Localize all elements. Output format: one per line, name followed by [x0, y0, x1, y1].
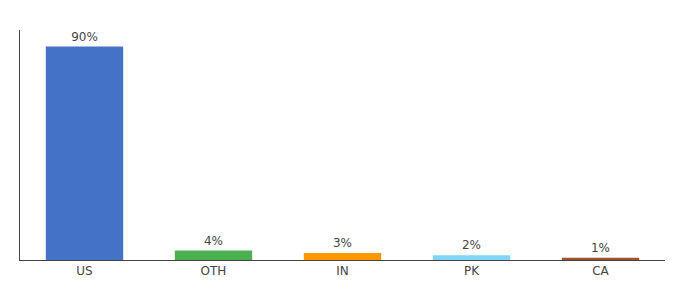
svg-text:90%: 90%	[71, 30, 98, 44]
svg-text:PK: PK	[464, 264, 480, 278]
svg-text:4%: 4%	[204, 234, 223, 248]
svg-text:IN: IN	[336, 264, 349, 278]
svg-text:CA: CA	[592, 264, 609, 278]
svg-text:OTH: OTH	[201, 264, 227, 278]
svg-text:US: US	[76, 264, 92, 278]
svg-text:2%: 2%	[462, 238, 481, 252]
svg-text:1%: 1%	[591, 241, 610, 255]
svg-text:3%: 3%	[333, 236, 352, 250]
